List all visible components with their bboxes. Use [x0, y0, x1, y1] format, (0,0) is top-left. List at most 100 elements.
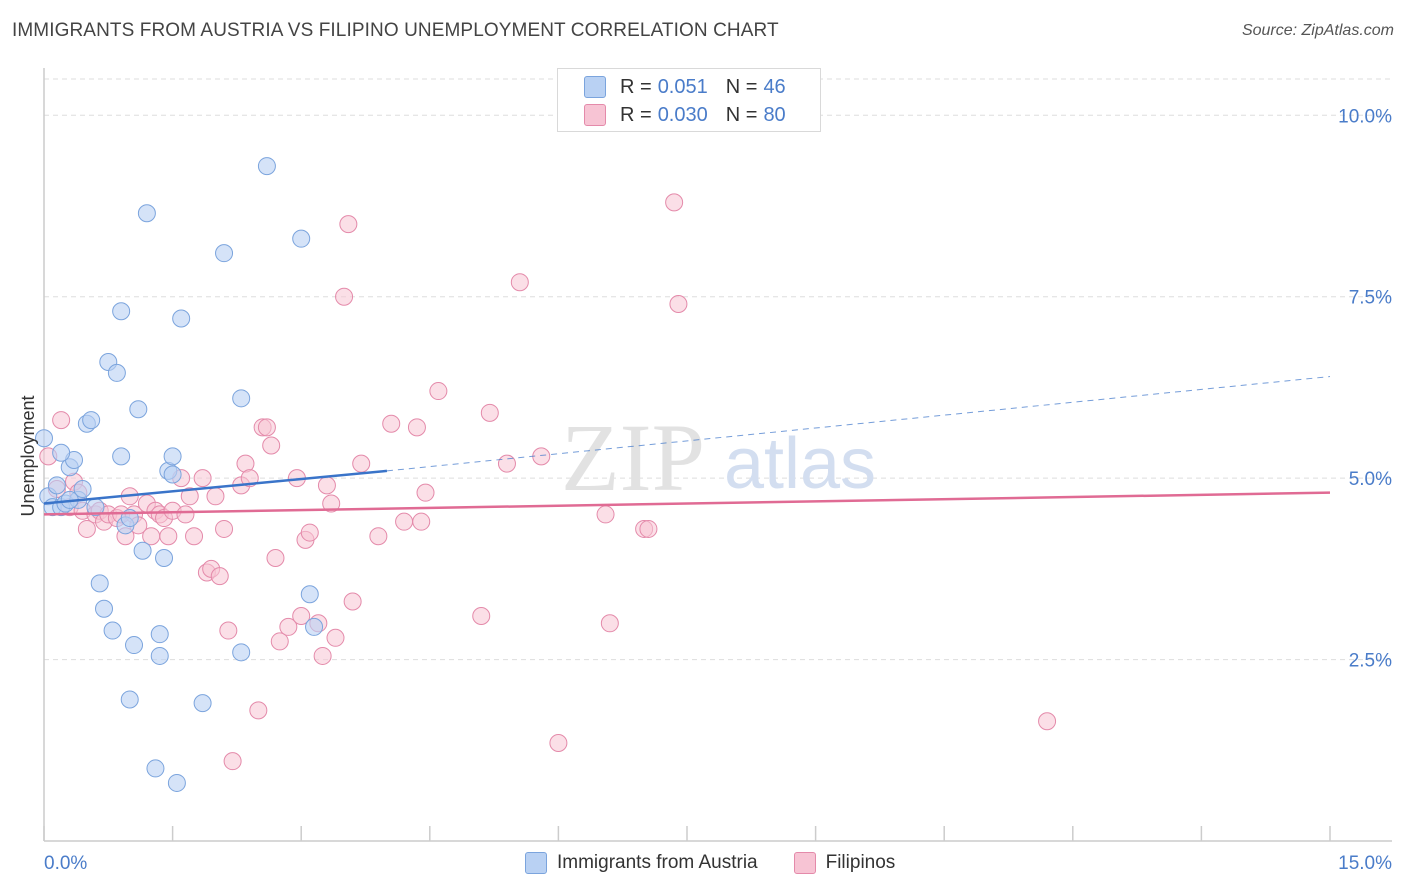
- austria-point: [163, 465, 182, 484]
- watermark-zip: ZIP: [561, 404, 705, 511]
- austria-trend-extension: [386, 376, 1331, 472]
- legend-r-label: R =: [620, 75, 652, 98]
- austria-point: [73, 480, 92, 499]
- source-label: Source: ZipAtlas.com: [1241, 22, 1394, 39]
- filipinos-point: [185, 527, 204, 546]
- austria-point: [292, 229, 311, 248]
- filipinos-points: [39, 193, 1057, 771]
- filipinos-point: [326, 628, 345, 647]
- filipinos-point: [596, 505, 615, 524]
- filipinos-point: [77, 519, 96, 538]
- series-legend: Immigrants from Austria Filipinos: [525, 852, 931, 874]
- filipinos-point: [317, 476, 336, 495]
- filipinos-point: [176, 505, 195, 524]
- y-tick-label: 7.5%: [1349, 288, 1392, 309]
- tick-labels: 2.5% 5.0% 7.5% 10.0% 0.0% 15.0%: [44, 106, 1392, 874]
- austria-point: [129, 400, 148, 419]
- y-tick-label: 10.0%: [1338, 106, 1392, 127]
- legend-r-value: 0.030: [657, 103, 708, 126]
- axes: [43, 68, 1392, 842]
- filipinos-point: [322, 494, 341, 513]
- filipinos-point: [249, 701, 268, 720]
- austria-point: [193, 694, 212, 713]
- filipinos-point: [206, 487, 225, 506]
- austria-point: [146, 759, 165, 778]
- legend-swatch-filipinos: [584, 104, 606, 126]
- filipinos-point: [257, 418, 276, 437]
- austria-point: [232, 643, 251, 662]
- filipinos-point: [279, 617, 298, 636]
- austria-point: [150, 625, 169, 644]
- filipinos-point: [300, 523, 319, 542]
- austria-point: [125, 636, 144, 655]
- austria-point: [215, 244, 234, 263]
- gridlines: [44, 78, 1392, 661]
- filipinos-point: [472, 607, 491, 626]
- x-tick-label-min: 0.0%: [44, 853, 87, 874]
- austria-point: [120, 690, 139, 709]
- y-tick-label: 2.5%: [1349, 651, 1392, 672]
- filipinos-point: [549, 734, 568, 753]
- x-tick-label-max: 15.0%: [1338, 853, 1392, 874]
- filipinos-point: [369, 527, 388, 546]
- legend-n-value: 46: [763, 75, 786, 98]
- austria-point: [52, 443, 71, 462]
- series-legend-austria[interactable]: Immigrants from Austria: [525, 852, 758, 874]
- austria-point: [155, 548, 174, 567]
- austria-point: [112, 302, 131, 321]
- filipinos-point: [215, 519, 234, 538]
- series-legend-filipinos[interactable]: Filipinos: [793, 852, 896, 874]
- trend-lines: [43, 376, 1331, 516]
- austria-point: [107, 363, 126, 382]
- austria-point: [47, 476, 66, 495]
- filipinos-point: [266, 548, 285, 567]
- legend-row-filipinos: R = 0.030 N = 80: [584, 101, 786, 129]
- filipinos-point: [223, 752, 242, 771]
- austria-point: [305, 617, 324, 636]
- austria-point: [103, 621, 122, 640]
- austria-point: [133, 541, 152, 560]
- austria-point: [35, 429, 53, 448]
- chart-title: IMMIGRANTS FROM AUSTRIA VS FILIPINO UNEM…: [12, 20, 779, 41]
- austria-point: [172, 309, 191, 328]
- filipinos-point: [159, 527, 178, 546]
- austria-points: [35, 157, 324, 792]
- austria-point: [112, 447, 131, 466]
- austria-trend-line: [43, 469, 388, 505]
- filipinos-point: [429, 382, 448, 401]
- filipinos-point: [669, 294, 688, 313]
- filipinos-point: [335, 287, 354, 306]
- austria-point: [95, 599, 114, 618]
- watermark-atlas: atlas: [724, 424, 876, 504]
- austria-point: [257, 157, 276, 176]
- austria-point: [150, 646, 169, 665]
- filipinos-point: [532, 447, 551, 466]
- legend-row-austria: R = 0.051 N = 46: [584, 73, 786, 101]
- y-tick-label: 5.0%: [1349, 469, 1392, 490]
- series-swatch-austria: [525, 852, 547, 874]
- filipinos-point: [292, 607, 311, 626]
- austria-point: [163, 447, 182, 466]
- series-label-filipinos: Filipinos: [825, 852, 896, 873]
- austria-point: [167, 773, 186, 792]
- legend-swatch-austria: [584, 76, 606, 98]
- filipinos-point: [180, 487, 199, 506]
- filipinos-point: [665, 193, 684, 212]
- y-axis-label: Unemployment: [18, 395, 38, 516]
- filipinos-point: [416, 483, 435, 502]
- filipinos-point: [639, 519, 658, 538]
- legend-r-value: 0.051: [657, 75, 708, 98]
- filipinos-point: [510, 273, 529, 292]
- filipinos-point: [270, 632, 289, 651]
- filipinos-point: [52, 411, 71, 430]
- legend-n-label: N =: [725, 75, 758, 98]
- filipinos-point: [1038, 712, 1057, 731]
- filipinos-point: [395, 512, 414, 531]
- filipinos-point: [219, 621, 238, 640]
- legend-n-label: N =: [725, 103, 758, 126]
- filipinos-point: [352, 454, 371, 473]
- filipinos-point: [382, 414, 401, 433]
- legend-n-value: 80: [763, 103, 786, 126]
- filipinos-point: [262, 436, 281, 455]
